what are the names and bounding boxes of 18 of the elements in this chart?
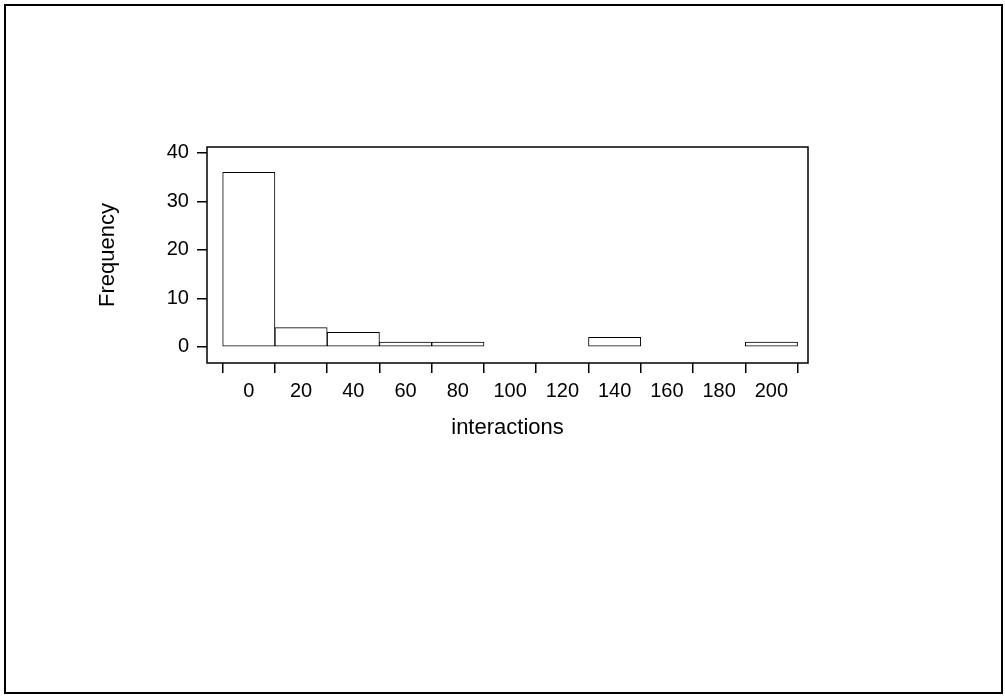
x-tick-label: 40: [342, 378, 365, 401]
x-tick-label: 160: [650, 378, 684, 401]
y-axis-title: Frequency: [94, 203, 120, 307]
x-tick-label: 0: [243, 378, 255, 401]
x-tick-label: 100: [493, 378, 527, 401]
y-tick-label: 40: [166, 140, 189, 163]
y-tick-label: 20: [166, 237, 189, 260]
x-tick-label: 60: [394, 378, 417, 401]
y-tick-label: 10: [166, 285, 189, 308]
y-tick-label: 0: [177, 334, 189, 357]
x-tick-label: 180: [702, 378, 736, 401]
x-axis-title: interactions: [451, 413, 564, 439]
x-tick-label: 140: [597, 378, 632, 401]
x-tick-label: 120: [545, 378, 580, 401]
x-tick-label: 80: [446, 378, 469, 401]
x-tick-label: 200: [754, 378, 789, 401]
y-tick-label: 30: [166, 188, 189, 211]
x-tick-label: 20: [289, 378, 313, 401]
